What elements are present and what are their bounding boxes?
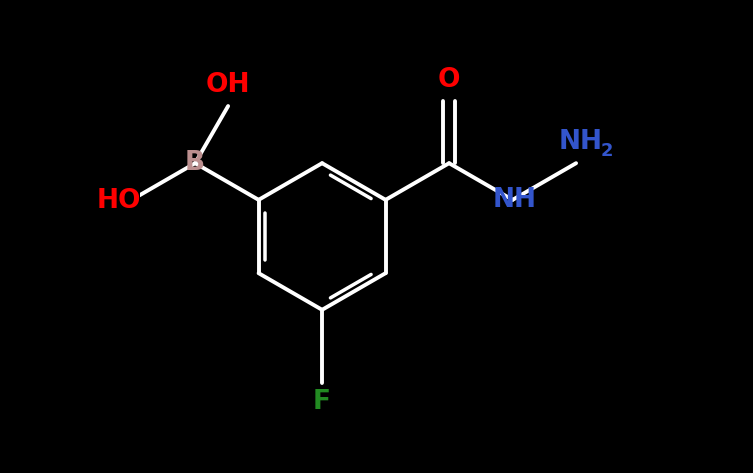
Text: NH: NH — [559, 129, 603, 155]
Text: 2: 2 — [601, 142, 613, 160]
Text: B: B — [185, 150, 205, 176]
Text: O: O — [437, 67, 460, 93]
Text: NH: NH — [493, 187, 537, 213]
Text: F: F — [313, 389, 331, 415]
Text: OH: OH — [206, 72, 250, 98]
Text: HO: HO — [97, 188, 142, 214]
